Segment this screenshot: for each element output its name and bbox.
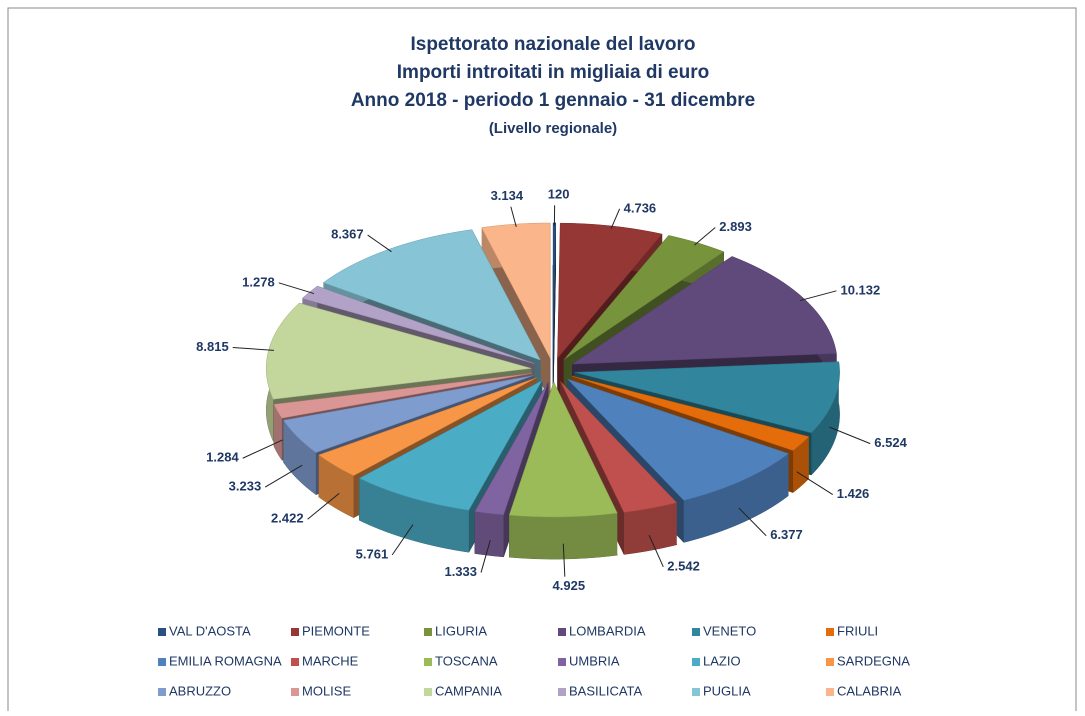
chart-title: Ispettorato nazionale del lavoro [410, 34, 695, 55]
value-label: 2.542 [667, 558, 700, 573]
value-label: 10.132 [840, 282, 880, 297]
legend-swatch [291, 628, 299, 636]
legend-swatch [692, 658, 700, 666]
legend-swatch [826, 658, 834, 666]
value-label: 8.815 [196, 339, 229, 354]
value-label: 6.524 [874, 435, 907, 450]
pie [266, 223, 839, 559]
value-label: 3.233 [229, 478, 262, 493]
value-label: 8.367 [331, 226, 364, 241]
legend-label: MARCHE [302, 653, 359, 668]
value-label: 120 [548, 187, 570, 202]
legend-swatch [158, 688, 166, 696]
chart-title: (Livello regionale) [489, 120, 617, 137]
legend-swatch [558, 658, 566, 666]
value-label: 5.761 [356, 546, 389, 561]
legend-label: LOMBARDIA [569, 623, 646, 638]
value-label: 2.422 [271, 511, 304, 526]
value-label: 1.426 [837, 486, 870, 501]
legend-swatch [291, 658, 299, 666]
legend-label: MOLISE [302, 683, 351, 698]
legend-label: FRIULI [837, 623, 878, 638]
legend-swatch [424, 658, 432, 666]
legend-swatch [158, 658, 166, 666]
legend-label: CAMPANIA [435, 683, 502, 698]
legend-label: CALABRIA [837, 683, 902, 698]
legend-swatch [158, 628, 166, 636]
legend-swatch [558, 628, 566, 636]
legend-swatch [692, 688, 700, 696]
chart-title: Anno 2018 - periodo 1 gennaio - 31 dicem… [351, 90, 755, 111]
value-label: 1.333 [444, 564, 477, 579]
legend-label: BASILICATA [569, 683, 643, 698]
legend-label: UMBRIA [569, 653, 620, 668]
legend-swatch [424, 628, 432, 636]
legend-label: TOSCANA [435, 653, 498, 668]
legend-swatch [826, 688, 834, 696]
legend-label: VAL D'AOSTA [169, 623, 251, 638]
legend-swatch [291, 688, 299, 696]
chart-title: Importi introitati in migliaia di euro [397, 62, 709, 83]
value-label: 2.893 [719, 219, 752, 234]
value-label: 4.736 [624, 200, 657, 215]
legend-swatch [826, 628, 834, 636]
legend-swatch [424, 688, 432, 696]
legend-swatch [692, 628, 700, 636]
legend-label: PUGLIA [703, 683, 751, 698]
legend-label: PIEMONTE [302, 623, 370, 638]
legend-label: LAZIO [703, 653, 741, 668]
value-label: 1.278 [242, 274, 275, 289]
value-label: 1.284 [206, 450, 239, 465]
legend-label: ABRUZZO [169, 683, 231, 698]
value-label: 6.377 [770, 527, 803, 542]
legend-swatch [558, 688, 566, 696]
value-label: 3.134 [491, 188, 524, 203]
legend-label: VENETO [703, 623, 756, 638]
legend-label: SARDEGNA [837, 653, 910, 668]
slice-side [475, 512, 504, 557]
legend-label: EMILIA ROMAGNA [169, 653, 282, 668]
legend-label: LIGURIA [435, 623, 487, 638]
value-label: 4.925 [553, 578, 586, 593]
